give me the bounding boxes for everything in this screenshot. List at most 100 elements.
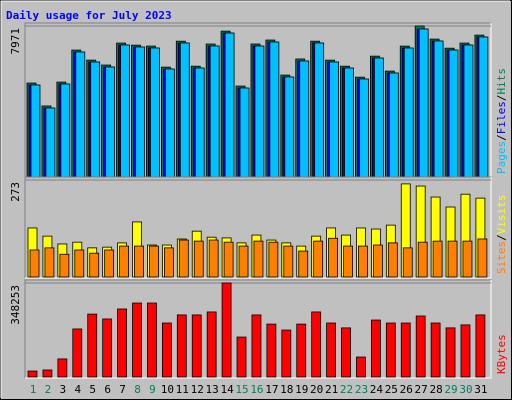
bar xyxy=(268,241,279,278)
bar xyxy=(179,42,190,178)
bar xyxy=(57,358,68,378)
bar xyxy=(164,68,175,178)
bar xyxy=(283,245,294,278)
x-tick-label: 23 xyxy=(355,383,368,396)
bar xyxy=(281,329,292,378)
bar xyxy=(90,61,101,178)
bar xyxy=(29,249,40,278)
bar xyxy=(59,253,70,278)
bar xyxy=(193,240,204,278)
bar xyxy=(176,314,187,378)
bar xyxy=(147,302,157,378)
bar xyxy=(191,314,202,378)
legend-entry: Hits xyxy=(495,68,508,95)
bar xyxy=(209,45,220,178)
y-tick-label: 7971 xyxy=(9,28,22,55)
legend: KBytes xyxy=(495,334,508,374)
legend-entry: Pages xyxy=(495,141,508,174)
bar xyxy=(149,245,159,278)
x-tick-label: 5 xyxy=(89,383,96,396)
x-tick-label: 25 xyxy=(385,383,398,396)
bar xyxy=(135,46,145,178)
bar xyxy=(45,107,56,178)
x-tick-label: 24 xyxy=(370,383,384,396)
panel-bevel xyxy=(25,177,492,279)
bar xyxy=(208,239,219,278)
bar xyxy=(400,322,411,378)
bar xyxy=(463,44,474,178)
bar xyxy=(433,40,444,178)
x-tick-label: 30 xyxy=(459,383,472,396)
legend: Pages/Files/Hits xyxy=(495,68,508,174)
bar xyxy=(117,308,127,378)
bar xyxy=(373,57,384,178)
y-tick-label: 273 xyxy=(9,182,22,202)
bar xyxy=(104,249,115,278)
bar xyxy=(359,78,369,178)
panel-bevel xyxy=(25,280,492,379)
bar xyxy=(432,240,443,278)
bar xyxy=(447,240,458,278)
y-tick-label: 348253 xyxy=(9,285,22,325)
bar xyxy=(89,252,100,278)
bar xyxy=(341,327,351,378)
bar xyxy=(30,84,41,178)
bar xyxy=(266,323,277,378)
bar xyxy=(44,247,55,278)
x-tick-label: 31 xyxy=(474,383,487,396)
bar xyxy=(72,328,83,378)
x-tick-label: 2 xyxy=(45,383,52,396)
bar xyxy=(119,245,129,278)
bar xyxy=(462,240,473,278)
bar xyxy=(60,83,71,178)
bar xyxy=(314,42,325,178)
legend-entry: KBytes xyxy=(495,334,508,374)
bar xyxy=(194,67,205,178)
bar xyxy=(343,245,353,278)
bar xyxy=(221,282,232,378)
x-tick-label: 8 xyxy=(134,383,141,396)
bar xyxy=(150,47,160,178)
bar xyxy=(161,322,172,378)
bar xyxy=(313,240,324,278)
legend-separator: / xyxy=(495,234,508,241)
x-tick-label: 11 xyxy=(176,383,189,396)
x-tick-label: 6 xyxy=(104,383,111,396)
x-tick-label: 18 xyxy=(280,383,293,396)
bar xyxy=(251,314,262,378)
x-tick-label: 26 xyxy=(400,383,413,396)
x-tick-label: 7 xyxy=(119,383,126,396)
x-tick-label: 21 xyxy=(325,383,338,396)
x-tick-label: 1 xyxy=(30,383,37,396)
bar xyxy=(460,324,471,378)
x-tick-label: 17 xyxy=(265,383,278,396)
bar xyxy=(296,323,307,378)
bar xyxy=(372,244,383,278)
x-tick-label: 29 xyxy=(444,383,457,396)
bar xyxy=(387,242,398,278)
bar xyxy=(74,249,85,278)
bar xyxy=(269,41,280,178)
x-tick-label: 27 xyxy=(415,383,428,396)
bar xyxy=(284,76,295,178)
bar xyxy=(344,67,354,178)
legend-entry: Sites xyxy=(495,241,508,274)
x-tick-label: 20 xyxy=(310,383,323,396)
x-tick-label: 10 xyxy=(161,383,174,396)
bar xyxy=(356,356,366,378)
x-tick-label: 13 xyxy=(206,383,219,396)
bar xyxy=(430,322,441,378)
x-tick-label: 28 xyxy=(429,383,442,396)
bar xyxy=(42,369,53,378)
bar xyxy=(418,28,429,178)
bar xyxy=(329,61,340,178)
bar xyxy=(120,44,130,178)
x-tick-label: 14 xyxy=(220,383,234,396)
bar xyxy=(478,36,489,178)
x-tick-label: 9 xyxy=(149,383,156,396)
bar xyxy=(311,311,322,378)
bar xyxy=(75,51,86,178)
bar xyxy=(477,238,488,278)
